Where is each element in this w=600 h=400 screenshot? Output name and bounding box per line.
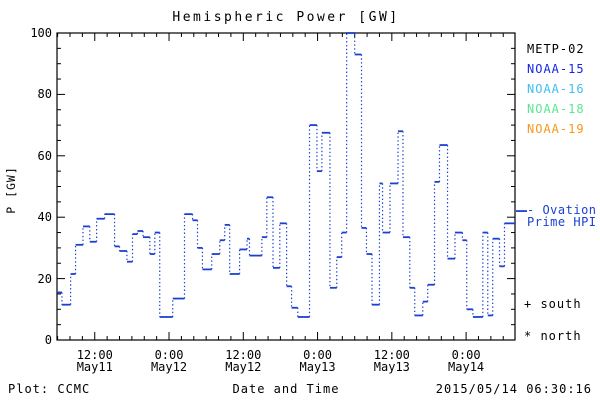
x-tick: 0:00 May13 xyxy=(299,348,336,374)
axes-frame xyxy=(56,32,516,341)
y-tick: 60 xyxy=(37,148,52,163)
x-tick: 12:00 May12 xyxy=(225,348,262,374)
y-tick: 0 xyxy=(44,333,52,347)
x-axis-label: Date and Time xyxy=(232,382,340,396)
x-tick: 0:00 May14 xyxy=(448,348,485,374)
y-tick: 20 xyxy=(37,271,52,286)
satellite-legend: METP-02 NOAA-15 NOAA-16 NOAA-18 NOAA-19 xyxy=(527,42,585,142)
legend-item-noaa16: NOAA-16 xyxy=(527,82,585,96)
generation-timestamp: 2015/05/14 06:30:16 xyxy=(435,382,592,396)
legend-item-noaa18: NOAA-18 xyxy=(527,102,585,116)
x-tick: 0:00 May12 xyxy=(150,348,188,374)
legend-item-metp02: METP-02 xyxy=(527,42,585,56)
plot-credit: Plot: CCMC xyxy=(8,382,91,396)
y-tick: 80 xyxy=(37,87,52,102)
y-tick: 100 xyxy=(30,26,52,40)
legend-item-noaa19: NOAA-19 xyxy=(527,122,585,136)
legend-item-noaa15: NOAA-15 xyxy=(527,62,585,76)
south-marker-legend: + south xyxy=(524,297,582,311)
north-marker-legend: * north xyxy=(524,329,582,343)
x-tick: 12:00 May13 xyxy=(373,348,410,374)
x-tick: 12:00 May11 xyxy=(76,348,113,374)
chart-title: Hemispheric Power [GW] xyxy=(172,10,400,25)
y-tick: 40 xyxy=(37,210,52,225)
ovation-prime-hpi-label: - Ovation Prime HPI xyxy=(527,203,597,229)
